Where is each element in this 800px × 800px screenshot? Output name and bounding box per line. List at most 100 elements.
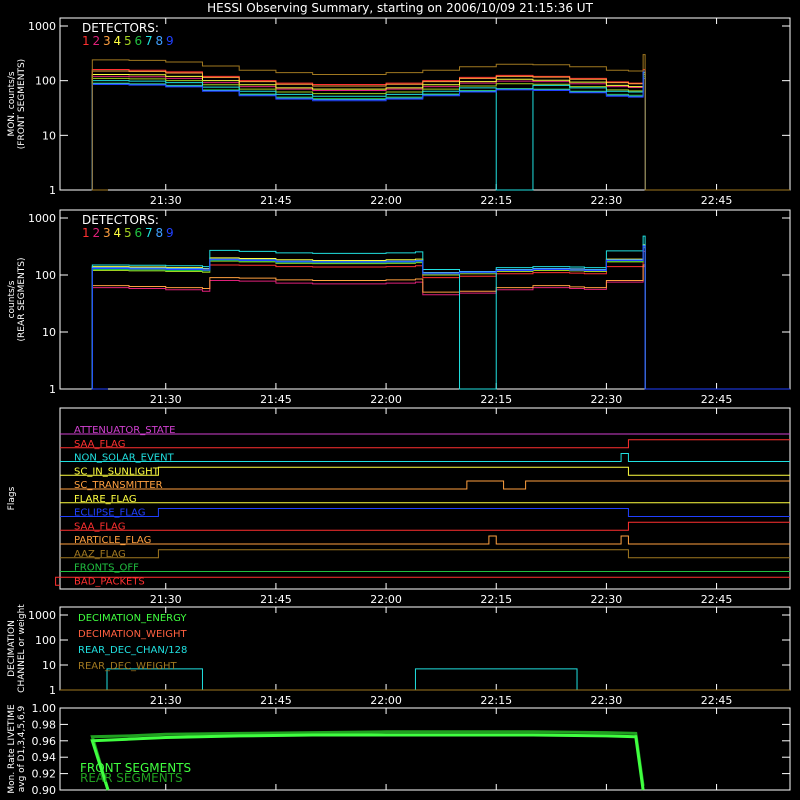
detector-number-1: 1 (82, 34, 90, 48)
detector-number-3: 3 (103, 226, 111, 240)
series-line-2-1 (91, 72, 790, 191)
livetime-legend-item: REAR SEGMENTS (80, 771, 183, 785)
flag-line (60, 549, 790, 559)
flag-label: FRONTS_OFF (74, 563, 139, 574)
decimation-legend-item: DECIMATION_ENERGY (78, 613, 187, 624)
y-tick-label: 0.94 (32, 751, 57, 764)
flag-label: AAZ_FLAG (74, 549, 126, 560)
x-tick-label: 22:45 (701, 393, 733, 406)
series-line-5-4 (91, 73, 790, 191)
x-tick-label: 21:45 (260, 194, 292, 207)
x-tick-label: 21:30 (150, 593, 182, 606)
y-axis-label-line: Mon. Rate LIVETIME (7, 704, 17, 794)
detector-number-8: 8 (156, 34, 164, 48)
detectors-label: DETECTORS: (82, 213, 159, 227)
flag-label: BAD_PACKETS (74, 576, 145, 587)
y-axis-label-line: avg of D1,3,4,5,6,9 (17, 705, 27, 792)
detector-number-5: 5 (124, 226, 132, 240)
series-line-8-7 (91, 77, 790, 191)
series-line-9-8 (91, 70, 790, 191)
decimation-legend-item: DECIMATION_WEIGHT (78, 629, 187, 640)
x-tick-label: 21:45 (260, 694, 292, 707)
x-tick-label: 22:00 (370, 593, 402, 606)
x-tick-label: 22:30 (591, 593, 623, 606)
y-tick-label: 1 (49, 184, 56, 197)
series-line-2-1 (91, 266, 790, 390)
y-tick-label: 1000 (28, 212, 56, 225)
flag-line (60, 453, 790, 462)
y-axis-label: Flags (7, 486, 17, 510)
x-tick-label: 22:00 (370, 393, 402, 406)
series-line-5-4 (91, 247, 790, 390)
flag-label: NON_SOLAR_EVENT (74, 453, 175, 464)
livetime-line-1 (90, 733, 645, 791)
detector-number-9: 9 (166, 34, 174, 48)
x-tick-label: 21:30 (150, 694, 182, 707)
y-tick-label: 1000 (28, 609, 56, 622)
livetime-legend-item: FRONT SEGMENTS (80, 761, 191, 775)
y-tick-label: 1 (49, 383, 56, 396)
x-tick-label: 22:15 (480, 194, 512, 207)
x-tick-label: 22:15 (480, 393, 512, 406)
series-line-4-3 (91, 244, 790, 390)
y-tick-label: 1.00 (32, 702, 57, 715)
y-tick-label: 100 (35, 634, 56, 647)
x-tick-label: 22:45 (701, 194, 733, 207)
detector-number-4: 4 (114, 34, 122, 48)
plot-frame-4 (59, 707, 791, 791)
series-line-9-8 (91, 245, 790, 390)
flag-label: SAA_FLAG (74, 439, 125, 450)
y-tick-label: 10 (42, 326, 56, 339)
detector-number-2: 2 (93, 226, 101, 240)
y-axis-label-line: Flags (7, 486, 17, 510)
y-axis-label: counts/s (REAR SEGMENTS) (7, 257, 27, 341)
y-axis-label-line: CHANNEL or weight (17, 604, 27, 693)
flag-line (60, 439, 790, 449)
detector-number-7: 7 (145, 226, 153, 240)
x-tick-label: 21:30 (150, 194, 182, 207)
x-tick-label: 22:45 (701, 694, 733, 707)
x-tick-label: 22:00 (370, 194, 402, 207)
y-tick-label: 0.98 (32, 718, 57, 731)
x-tick-label: 22:30 (591, 694, 623, 707)
x-tick-label: 21:45 (260, 393, 292, 406)
y-tick-label: 0.90 (32, 784, 57, 797)
detector-number-8: 8 (156, 226, 164, 240)
plot-frame-0 (59, 17, 791, 191)
y-tick-label: 1000 (28, 20, 56, 33)
flag-label: SAA_FLAG (74, 521, 125, 532)
y-tick-label: 100 (35, 269, 56, 282)
decimation-legend-item: REAR_DEC_CHAN/128 (78, 645, 187, 656)
y-tick-label: 100 (35, 75, 56, 88)
flag-label: PARTICLE_FLAG (74, 535, 151, 546)
y-axis-label-line: (REAR SEGMENTS) (17, 257, 27, 341)
y-tick-label: 0.92 (32, 768, 57, 781)
y-axis-label-line: counts/s (7, 280, 17, 318)
flag-line (60, 521, 790, 531)
flag-line (55, 576, 790, 586)
y-tick-label: 1 (49, 684, 56, 697)
x-tick-label: 22:00 (370, 694, 402, 707)
decimation-legend-item: REAR_DEC_WEIGHT (78, 661, 177, 672)
flag-line (60, 535, 790, 545)
series-line-4-3 (91, 72, 790, 191)
x-tick-label: 22:15 (480, 694, 512, 707)
y-tick-label: 10 (42, 129, 56, 142)
flag-line (60, 508, 790, 517)
detector-number-7: 7 (145, 34, 153, 48)
x-tick-label: 21:30 (150, 393, 182, 406)
detector-number-6: 6 (135, 226, 143, 240)
flag-label: SC_TRANSMITTER (74, 480, 163, 491)
y-axis-label-line: DECIMATION (7, 620, 17, 677)
livetime-line-0 (90, 730, 645, 791)
x-tick-label: 22:15 (480, 593, 512, 606)
detector-number-9: 9 (166, 226, 174, 240)
flag-line (60, 480, 790, 490)
detector-number-6: 6 (135, 34, 143, 48)
x-tick-label: 22:30 (591, 393, 623, 406)
y-tick-label: 0.96 (32, 735, 57, 748)
detector-number-5: 5 (124, 34, 132, 48)
series-line-extra-9 (91, 54, 790, 191)
series-line-7-6 (91, 72, 790, 191)
